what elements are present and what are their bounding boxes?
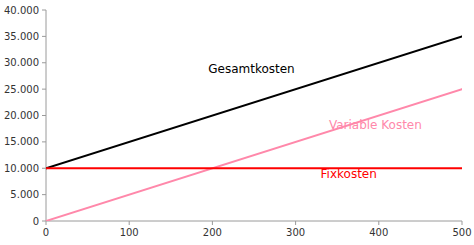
line-label: Fixkosten <box>321 167 377 181</box>
y-tick <box>42 62 46 63</box>
x-tick-label: 0 <box>43 227 49 238</box>
x-tick <box>378 221 379 225</box>
x-tick <box>46 221 47 225</box>
y-tick-label: 0 <box>33 216 39 227</box>
x-tick <box>462 221 463 225</box>
x-tick <box>129 221 130 225</box>
y-tick <box>42 168 46 169</box>
x-tick <box>212 221 213 225</box>
y-tick <box>42 10 46 11</box>
x-tick-label: 100 <box>120 227 139 238</box>
x-tick-label: 200 <box>203 227 222 238</box>
y-tick-label: 30.000 <box>4 57 39 68</box>
y-tick <box>42 194 46 195</box>
lines <box>46 36 462 221</box>
series-line <box>46 36 462 168</box>
chart: 0 100 200 300 400 500 0 5.000 10.000 15.000 20.000… <box>0 0 474 245</box>
series-line <box>46 89 462 221</box>
line-label: Variable Kosten <box>329 118 422 132</box>
y-tick <box>42 115 46 116</box>
x-axis-line <box>46 221 462 222</box>
x-tick-label: 500 <box>452 227 471 238</box>
x-tick-label: 300 <box>286 227 305 238</box>
annotations: Gesamtkosten Variable Kosten Fixkosten <box>208 62 422 180</box>
y-tick <box>42 89 46 90</box>
axes: 0 100 200 300 400 500 0 5.000 10.000 15.000 20.000… <box>4 5 472 239</box>
y-tick-label: 35.000 <box>4 31 39 42</box>
y-tick-label: 40.000 <box>4 5 39 16</box>
y-tick-label: 15.000 <box>4 136 39 147</box>
series-line <box>46 167 462 169</box>
x-tick <box>295 221 296 225</box>
line-label: Gesamtkosten <box>208 62 294 76</box>
y-tick-label: 20.000 <box>4 110 39 121</box>
y-tick <box>42 221 46 222</box>
y-tick-label: 10.000 <box>4 163 39 174</box>
y-tick <box>42 36 46 37</box>
x-tick-label: 400 <box>369 227 388 238</box>
y-tick-label: 5.000 <box>10 189 39 200</box>
y-tick <box>42 141 46 142</box>
y-tick-label: 25.000 <box>4 84 39 95</box>
